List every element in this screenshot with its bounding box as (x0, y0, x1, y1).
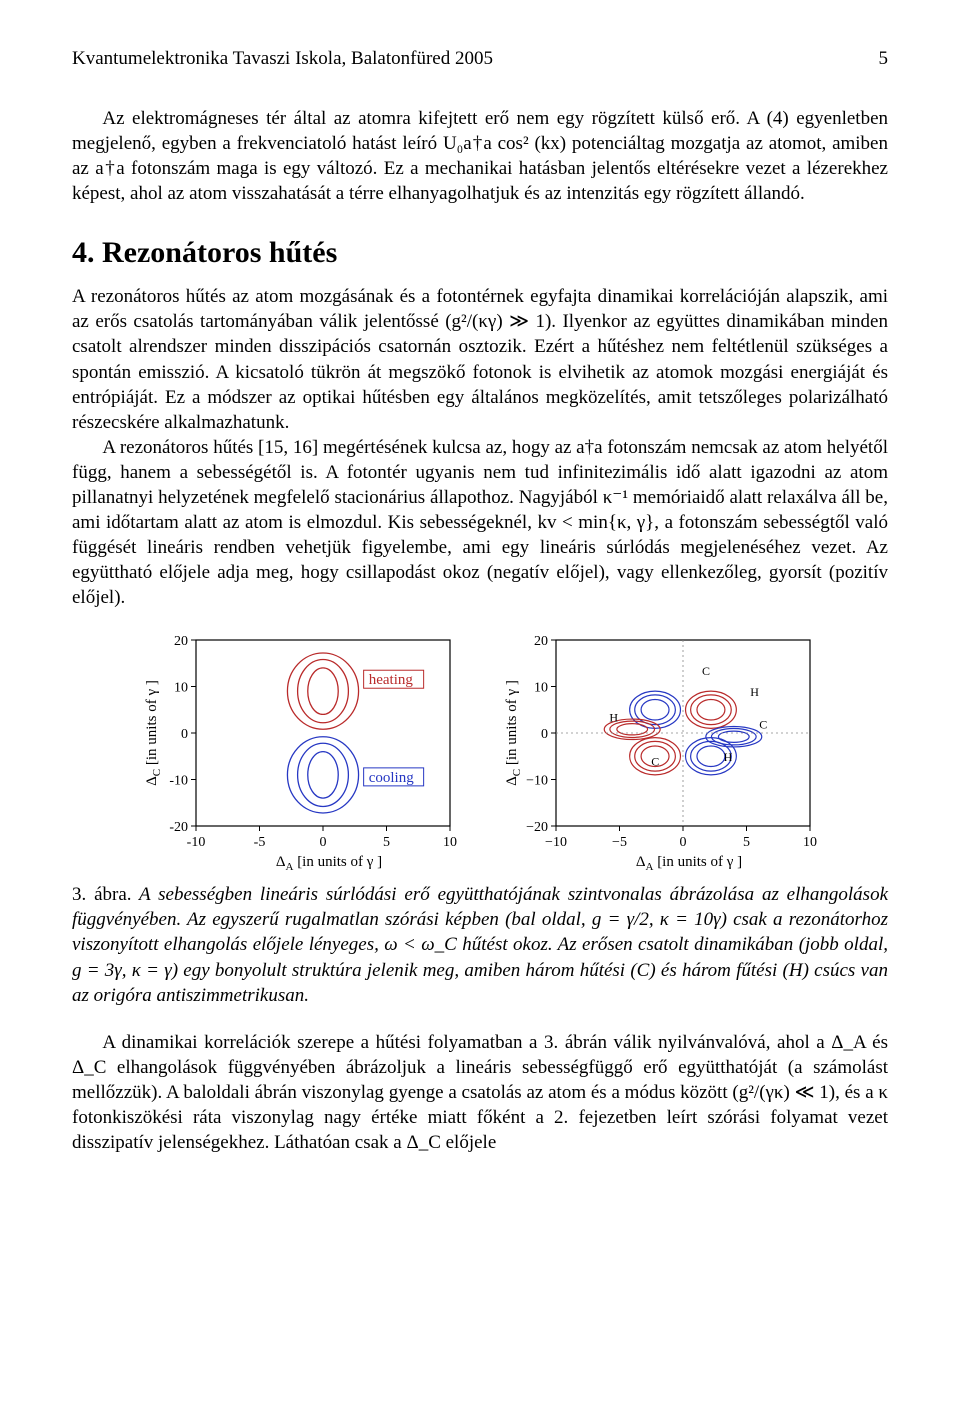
svg-text:5: 5 (383, 835, 390, 850)
svg-text:0: 0 (181, 727, 188, 742)
svg-text:-20: -20 (169, 820, 188, 835)
svg-text:0: 0 (541, 727, 548, 742)
figure-row: -10-50510-20-1001020ΔA [in units of γ ]Δ… (72, 632, 888, 872)
svg-text:H: H (724, 750, 733, 764)
svg-text:10: 10 (534, 681, 548, 696)
svg-text:20: 20 (174, 634, 188, 649)
contour-plot: -10-50510-20-1001020ΔA [in units of γ ]Δ… (140, 632, 460, 872)
svg-text:10: 10 (443, 835, 457, 850)
svg-text:5: 5 (743, 835, 750, 850)
svg-text:−10: −10 (545, 835, 567, 850)
svg-text:cooling: cooling (369, 770, 414, 786)
svg-text:20: 20 (534, 634, 548, 649)
svg-text:-10: -10 (169, 774, 188, 789)
svg-text:H: H (750, 685, 759, 699)
svg-text:10: 10 (803, 835, 817, 850)
svg-text:-5: -5 (254, 835, 266, 850)
svg-text:10: 10 (174, 681, 188, 696)
section-heading: 4. Rezonátoros hűtés (72, 236, 888, 270)
running-header: Kvantumelektronika Tavaszi Iskola, Balat… (72, 48, 888, 70)
svg-text:−20: −20 (526, 820, 548, 835)
caption-lead: 3. ábra. (72, 884, 132, 905)
svg-text:C: C (702, 664, 710, 678)
figure-caption: 3. ábra. A sebességben lineáris súrlódás… (72, 882, 888, 1007)
svg-text:−5: −5 (612, 835, 627, 850)
section-number: 4. (72, 236, 95, 269)
intro-paragraph: Az elektromágneses tér által az atomra k… (72, 106, 888, 206)
contour-plot: −10−50510−20−1001020ΔA [in units of γ ]Δ… (500, 632, 820, 872)
paragraph-1: A rezonátoros hűtés az atom mozgásának é… (72, 284, 888, 434)
svg-text:ΔA [in units of γ ]: ΔA [in units of γ ] (636, 854, 742, 872)
svg-text:H: H (609, 711, 618, 725)
paragraph-3: A dinamikai korrelációk szerepe a hűtési… (72, 1030, 888, 1155)
svg-text:heating: heating (369, 673, 414, 689)
svg-text:ΔC [in units of γ ]: ΔC [in units of γ ] (144, 680, 163, 786)
svg-text:C: C (651, 755, 659, 769)
svg-text:0: 0 (320, 835, 327, 850)
caption-text: A sebességben lineáris súrlódási erő egy… (72, 884, 888, 1005)
page-number: 5 (879, 48, 889, 70)
svg-text:ΔC [in units of γ ]: ΔC [in units of γ ] (504, 680, 523, 786)
svg-text:C: C (759, 718, 767, 732)
svg-text:0: 0 (680, 835, 687, 850)
section-title: Rezonátoros hűtés (102, 236, 337, 269)
figure-left: -10-50510-20-1001020ΔA [in units of γ ]Δ… (140, 632, 460, 872)
svg-text:-10: -10 (187, 835, 206, 850)
svg-text:−10: −10 (526, 774, 548, 789)
running-title: Kvantumelektronika Tavaszi Iskola, Balat… (72, 48, 493, 70)
figure-right: −10−50510−20−1001020ΔA [in units of γ ]Δ… (500, 632, 820, 872)
paragraph-2: A rezonátoros hűtés [15, 16] megértéséne… (72, 435, 888, 611)
svg-text:ΔA [in units of γ ]: ΔA [in units of γ ] (276, 854, 382, 872)
